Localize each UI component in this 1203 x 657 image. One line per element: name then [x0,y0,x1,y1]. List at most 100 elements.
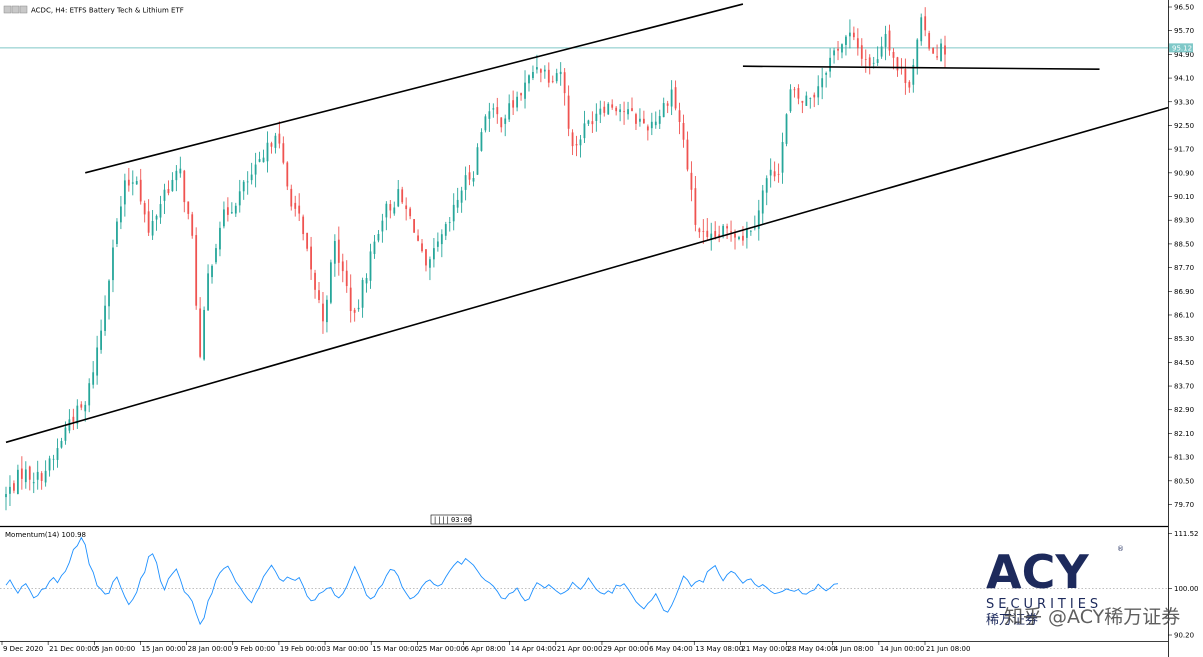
candle-body [171,179,174,192]
candle [353,307,356,322]
candle [401,186,404,205]
candle-body [76,405,79,424]
candle [266,131,269,173]
candle-body [219,227,221,250]
candle-body [52,458,55,460]
candle [127,167,130,192]
lower-channel-line[interactable] [5,207,819,444]
candle [282,136,285,165]
candle [528,74,530,92]
candle [607,102,610,115]
candle-body [381,220,384,232]
chart-menu-icon[interactable] [3,5,12,14]
candle [20,456,23,490]
candle-body [460,190,463,203]
candle [880,36,883,59]
candle-body [116,221,118,245]
candle-body [920,17,923,42]
candle [789,84,792,113]
candle [131,170,134,196]
resistance-line[interactable] [742,65,1100,70]
candlesticks [5,7,946,511]
candle-body [619,109,622,113]
acy-logo: ACY ® SECURITIES 稀万证券 [986,545,1124,628]
candle [635,112,637,131]
candle-body [559,71,562,75]
candle [226,197,229,222]
candle [694,175,697,232]
candle [920,13,923,46]
candle [96,335,99,385]
upper-channel-line[interactable] [85,3,744,174]
candle [769,158,772,188]
candle [72,408,75,431]
candle-body [472,178,475,182]
candle [84,401,87,422]
candle-body [738,237,740,239]
candle [52,454,55,471]
candle-body [16,469,19,494]
candle-body [722,225,725,237]
time-tick-label: 9 Dec 2020 [3,645,43,653]
candle-body [845,36,847,45]
candle [817,75,820,106]
candle-body [345,270,348,287]
price-tick-label: 80.50 [1174,477,1194,485]
candle-body [642,118,645,124]
candle [123,173,126,217]
candle [888,24,891,56]
candle [349,274,352,323]
candle [773,161,776,182]
candle-body [825,73,828,75]
candle-body [749,230,752,232]
candle [536,54,538,74]
chart-type-icon[interactable] [11,5,20,14]
candle [615,106,618,116]
candle-body [333,241,336,264]
candle [9,475,11,507]
time-tick-label: 28 May 04:00 [788,645,836,653]
candle [139,168,142,205]
candle [516,91,519,112]
candle [476,143,479,175]
candle [480,128,483,152]
candle-body [500,117,503,128]
candle-body [421,243,423,252]
candle [718,225,721,243]
candle [599,100,602,124]
candle-body [678,110,681,122]
time-tick-label: 29 Apr 00:00 [603,645,649,653]
candle-body [809,98,812,99]
candle-body [413,219,415,233]
candle-body [448,222,451,223]
candle-body [13,483,15,491]
candle [884,25,887,61]
candle-body [357,307,360,310]
candle-body [555,73,558,82]
candle-body [789,89,792,112]
price-box [1169,43,1193,53]
candle-body [282,143,285,163]
candle-body [785,114,788,144]
candle [242,180,245,200]
candle-body [440,234,443,245]
candle [654,111,657,129]
candle-body [179,168,182,174]
time-tick-label: 21 Apr 00:00 [557,645,603,653]
candle-body [207,273,209,311]
candle [539,68,542,83]
candle [805,91,808,106]
candle [28,465,31,491]
candle-body [175,170,178,181]
candle-body [278,133,281,144]
candle [274,132,277,154]
one-click-trading-icon[interactable] [19,5,28,14]
candle [603,101,606,117]
candle [203,306,206,361]
candle-body [429,259,431,268]
candle-body [698,228,701,233]
candle-body [753,227,756,229]
candle [365,273,368,293]
candle [583,110,586,144]
candle [904,58,907,95]
